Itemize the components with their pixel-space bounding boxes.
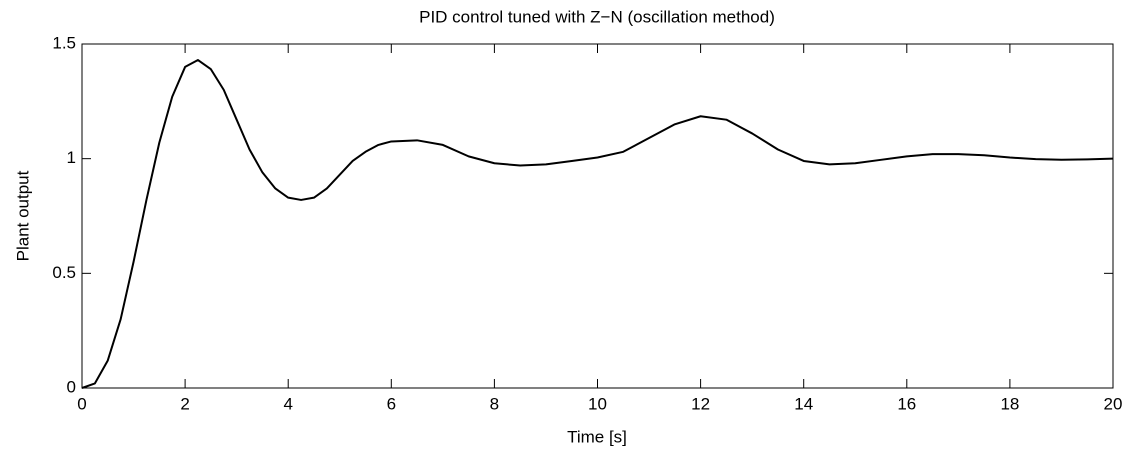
x-tick-label: 20 bbox=[1104, 394, 1123, 413]
x-tick-label: 6 bbox=[387, 394, 396, 413]
line-series bbox=[81, 59, 1114, 389]
chart-title: PID control tuned with Z−N (oscillation … bbox=[419, 7, 775, 26]
y-tick-label: 1 bbox=[67, 148, 76, 167]
y-tick-label: 1.5 bbox=[52, 33, 76, 52]
y-tick-label: 0 bbox=[67, 377, 76, 396]
plot-frame bbox=[81, 43, 1114, 389]
x-tick-label: 14 bbox=[794, 394, 813, 413]
x-tick-label: 8 bbox=[490, 394, 499, 413]
x-tick-label: 10 bbox=[588, 394, 607, 413]
x-tick-label: 12 bbox=[691, 394, 710, 413]
x-tick-label: 4 bbox=[283, 394, 292, 413]
x-tick-label: 0 bbox=[77, 394, 86, 413]
x-axis-label: Time [s] bbox=[567, 427, 627, 446]
x-tick-label: 18 bbox=[1000, 394, 1019, 413]
x-tick-label: 16 bbox=[897, 394, 916, 413]
y-tick-label: 0.5 bbox=[52, 263, 76, 282]
x-tick-label: 2 bbox=[180, 394, 189, 413]
y-axis-label: Plant output bbox=[13, 170, 32, 261]
